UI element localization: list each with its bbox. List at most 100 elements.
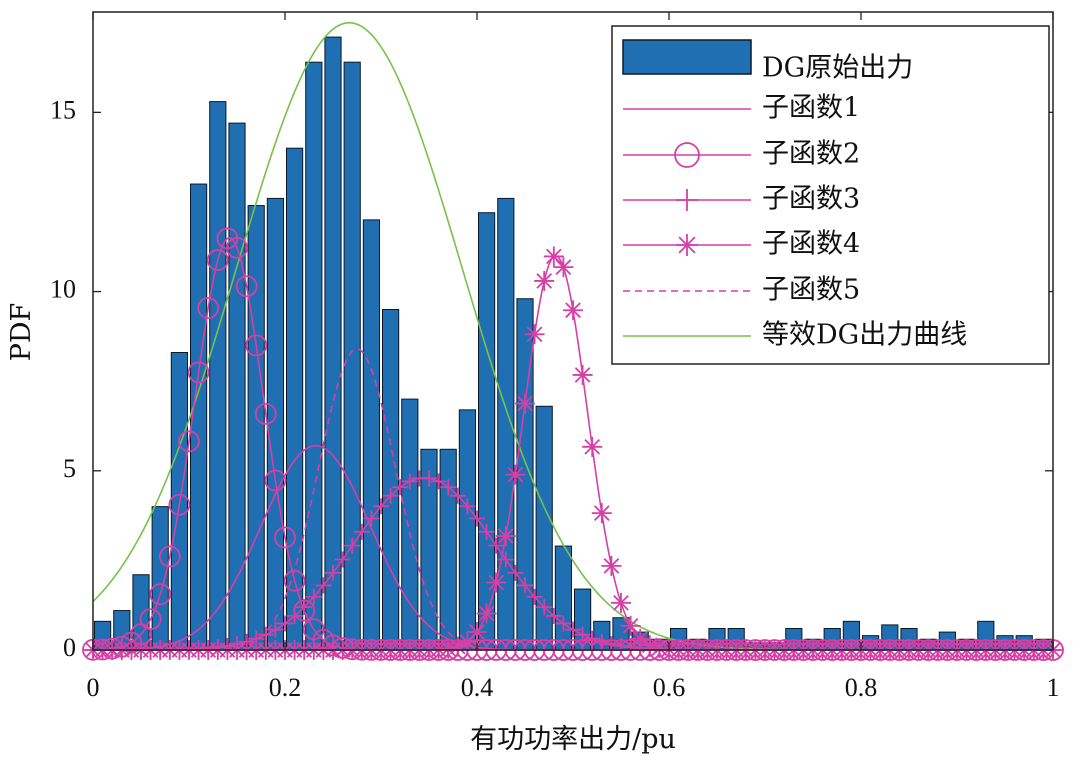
- x-tick-label: 0.2: [269, 673, 302, 702]
- marker-series-3: [353, 523, 370, 540]
- marker-series-3: [507, 564, 524, 581]
- marker-series-4: [534, 270, 555, 291]
- histogram-bar: [209, 101, 227, 651]
- axes-frame: [92, 11, 1054, 651]
- legend-label-sub5: 子函数5: [762, 275, 860, 306]
- marker-series-3: [401, 473, 418, 490]
- marker-series-3: [469, 510, 485, 527]
- marker-series-4: [457, 631, 478, 652]
- histogram-bar: [228, 122, 246, 651]
- marker-series-4: [515, 393, 535, 414]
- marker-series-4: [630, 628, 651, 649]
- marker-series-4: [467, 622, 487, 643]
- y-tick-label: 5: [63, 454, 76, 483]
- marker-series-2: [110, 635, 133, 658]
- histogram-bar: [458, 409, 476, 651]
- legend-marker-2: [674, 142, 700, 168]
- marker-series-3: [555, 615, 572, 632]
- marker-series-4: [495, 526, 516, 547]
- marker-series-3: [545, 607, 562, 624]
- marker-series-3: [373, 498, 389, 515]
- histogram-bar: [343, 61, 361, 651]
- marker-series-3: [277, 615, 293, 632]
- marker-series-4: [563, 300, 583, 321]
- marker-series-2: [235, 275, 258, 298]
- marker-series-3: [449, 487, 466, 504]
- legend-label-equivalent: 等效DG出力曲线: [762, 320, 967, 351]
- marker-series-4: [486, 572, 507, 593]
- marker-series-2: [274, 526, 296, 549]
- marker-series-2: [293, 599, 316, 622]
- legend-label-sub3: 子函数3: [762, 184, 860, 215]
- marker-series-2: [283, 569, 306, 592]
- marker-series-2: [149, 583, 172, 606]
- legend-box: [611, 25, 1050, 365]
- marker-series-3: [526, 588, 543, 605]
- y-tick-label: 10: [50, 275, 76, 304]
- marker-series-3: [488, 537, 505, 554]
- marker-series-4: [543, 246, 564, 267]
- legend-label-sub4: 子函数4: [762, 229, 860, 260]
- marker-series-3: [497, 551, 514, 568]
- marker-series-3: [334, 551, 351, 568]
- histogram-bar: [382, 308, 400, 651]
- plot-border: [92, 11, 1054, 651]
- legend: DG原始出力 子函数1 子函数2 子函数3 子函数4 子函数5 等效DG出力曲线: [611, 25, 1050, 365]
- marker-series-4: [591, 503, 612, 524]
- y-axis-title: PDF: [6, 303, 37, 362]
- marker-series-2: [226, 236, 248, 259]
- marker-series-4: [572, 364, 593, 385]
- marker-series-3: [305, 588, 322, 605]
- marker-series-3: [344, 537, 361, 554]
- x-tick-label: 1: [1047, 673, 1060, 702]
- marker-series-3: [584, 630, 601, 647]
- legend-label-sub1: 子函数1: [762, 93, 860, 124]
- legend-icons: [622, 39, 752, 337]
- marker-series-2: [254, 402, 277, 425]
- histogram-bar: [554, 545, 572, 651]
- marker-series-2: [245, 334, 268, 357]
- marker-series-2: [197, 297, 220, 319]
- legend-marker-4: [676, 234, 698, 256]
- marker-series-3: [517, 577, 533, 594]
- marker-series-4: [611, 592, 631, 613]
- marker-series-2: [168, 493, 191, 516]
- marker-series-3: [430, 473, 447, 490]
- marker-series-3: [392, 479, 409, 496]
- legend-marker-3: [676, 189, 698, 211]
- marker-series-3: [536, 599, 553, 616]
- x-axis-title: 有功功率出力/pu: [470, 724, 676, 755]
- histogram-bar: [286, 147, 304, 651]
- marker-series-3: [363, 510, 380, 527]
- marker-series-2: [206, 249, 229, 271]
- histogram-bar: [305, 61, 323, 651]
- legend-label-sub2: 子函数2: [762, 139, 860, 170]
- marker-series-4: [553, 257, 574, 278]
- marker-series-2: [187, 361, 210, 384]
- marker-series-2: [178, 430, 200, 453]
- marker-series-4: [524, 324, 545, 345]
- x-tick-label: 0: [87, 673, 100, 702]
- marker-series-3: [382, 487, 399, 504]
- x-tick-label: 0.8: [845, 673, 878, 702]
- histogram-bar: [478, 212, 496, 651]
- histogram-bar: [324, 36, 342, 651]
- legend-label-hist: DG原始出力: [762, 53, 913, 84]
- marker-series-4: [505, 464, 526, 485]
- histogram-bar: [362, 219, 380, 651]
- x-tick-label: 0.6: [653, 673, 686, 702]
- histogram-bar: [266, 197, 284, 651]
- marker-series-3: [565, 621, 581, 638]
- marker-series-3: [267, 621, 284, 638]
- legend-swatch-hist: [622, 39, 752, 75]
- marker-series-3: [478, 523, 495, 540]
- marker-series-4: [620, 615, 641, 636]
- marker-series-3: [421, 470, 437, 487]
- x-tick-label: 0.4: [461, 673, 494, 702]
- histogram-bar: [247, 205, 265, 651]
- marker-series-2: [139, 608, 162, 631]
- marker-series-3: [459, 498, 476, 515]
- marker-series-2: [158, 545, 181, 568]
